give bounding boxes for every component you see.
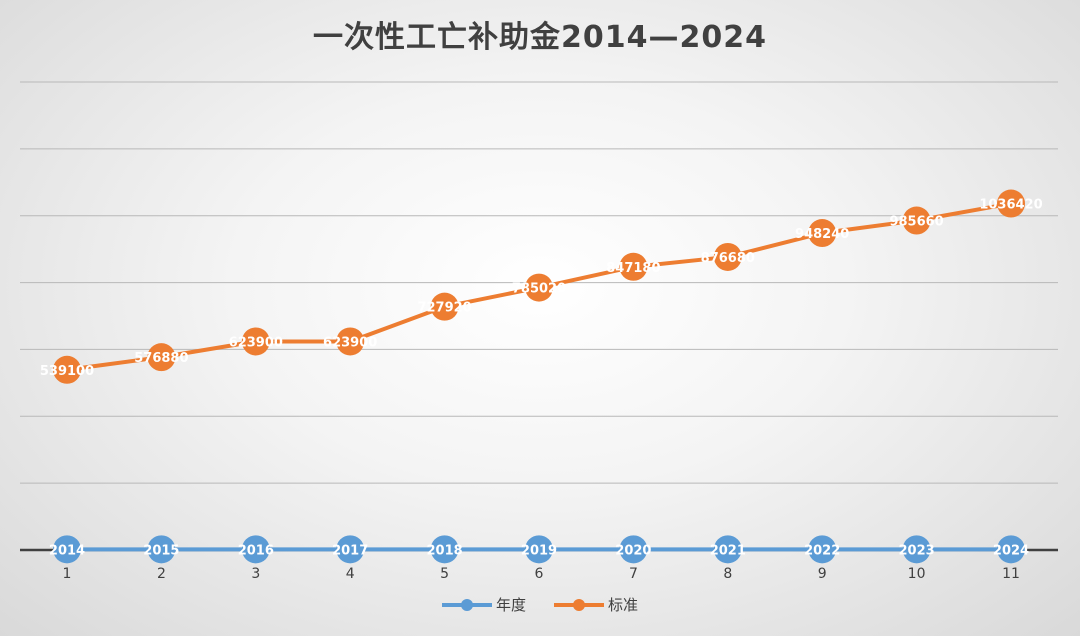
data-label: 2021 xyxy=(710,543,746,558)
legend-label-standard: 标准 xyxy=(608,596,639,614)
series-1: 539100 576880 623900 623900 727920 785020 8471… xyxy=(40,189,1043,384)
legend-item-year: 年度 xyxy=(441,594,526,615)
data-label: 2020 xyxy=(615,543,651,558)
data-point xyxy=(430,535,459,564)
data-label: 2016 xyxy=(238,543,274,558)
data-label: 1036420 xyxy=(979,198,1042,213)
data-label: 948240 xyxy=(795,227,849,242)
data-label: 2014 xyxy=(49,543,85,558)
data-label: 727920 xyxy=(417,301,471,316)
chart-title: 一次性工亡补助金2014—2024 xyxy=(313,20,767,55)
legend: 年度 标准 xyxy=(0,594,1080,615)
x-tick-label: 11 xyxy=(1002,566,1020,582)
data-point xyxy=(619,535,648,564)
x-tick-label: 8 xyxy=(723,566,732,582)
data-point xyxy=(902,206,931,235)
data-label: 847180 xyxy=(606,261,660,276)
data-label: 2022 xyxy=(804,543,840,558)
legend-swatch-standard xyxy=(554,598,604,612)
data-label: 539100 xyxy=(40,364,94,379)
x-tick-label: 7 xyxy=(629,566,638,582)
data-label: 576880 xyxy=(134,351,188,366)
data-point xyxy=(808,535,837,564)
data-point xyxy=(525,535,553,564)
data-label: 876680 xyxy=(701,251,755,266)
data-label: 2017 xyxy=(332,543,368,558)
data-point xyxy=(713,242,742,271)
data-label: 2019 xyxy=(521,543,557,558)
data-label: 2015 xyxy=(143,543,179,558)
data-point xyxy=(997,535,1025,564)
x-tick-label: 9 xyxy=(818,566,827,582)
x-tick-label: 4 xyxy=(346,566,355,582)
legend-swatch-year xyxy=(441,598,492,612)
data-point xyxy=(336,535,365,564)
data-point xyxy=(997,189,1025,218)
data-point xyxy=(241,535,270,564)
x-tick-label: 3 xyxy=(251,566,260,582)
data-label: 623900 xyxy=(323,335,377,350)
data-point xyxy=(619,252,648,281)
series-0: 2014 2015 2016 2017 2018 2019 2020 2021 2022 2023… xyxy=(49,535,1029,564)
data-label: 2023 xyxy=(899,543,935,558)
x-tick-label: 6 xyxy=(535,566,544,582)
legend-item-standard: 标准 xyxy=(554,594,638,615)
x-tick-label: 1 xyxy=(63,566,72,582)
x-tick-label: 2 xyxy=(157,566,166,582)
data-point xyxy=(902,535,931,564)
data-point xyxy=(713,535,742,564)
data-label: 985660 xyxy=(889,215,943,230)
data-label: 2018 xyxy=(427,543,463,558)
data-point xyxy=(147,535,176,564)
data-label: 623900 xyxy=(229,335,283,350)
data-point xyxy=(430,292,459,321)
gridlines xyxy=(20,81,1058,484)
data-label: 785020 xyxy=(512,282,566,297)
data-point xyxy=(336,327,365,356)
data-point xyxy=(53,535,81,564)
data-point xyxy=(147,343,176,372)
data-point xyxy=(53,355,81,384)
data-label: 2024 xyxy=(993,543,1029,558)
legend-label-year: 年度 xyxy=(495,596,526,614)
x-tick-label: 10 xyxy=(908,566,926,582)
data-point xyxy=(808,219,837,248)
x-tick-label: 5 xyxy=(440,566,449,582)
data-point xyxy=(241,327,270,356)
data-point xyxy=(525,273,553,302)
series-layer: 2014 2015 2016 2017 2018 2019 2020 2021 2022 2023… xyxy=(40,189,1043,564)
